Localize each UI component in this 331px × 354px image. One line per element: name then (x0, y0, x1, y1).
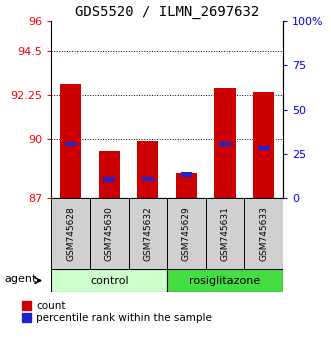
Bar (214, 88, 236, 198)
Bar (142, 177, 154, 181)
Bar (167, 198, 206, 269)
Bar (99, 151, 120, 198)
Legend: count, percentile rank within the sample: count, percentile rank within the sample (22, 301, 212, 324)
Text: GSM745630: GSM745630 (105, 206, 114, 261)
Bar (65, 142, 76, 147)
Title: GDS5520 / ILMN_2697632: GDS5520 / ILMN_2697632 (75, 5, 259, 19)
Bar (103, 177, 115, 182)
Text: GSM745629: GSM745629 (182, 206, 191, 261)
Text: GSM745632: GSM745632 (143, 206, 152, 261)
Bar (51, 269, 167, 292)
Bar (253, 92, 274, 198)
Bar (181, 172, 192, 177)
Bar (167, 269, 283, 292)
Bar (137, 141, 159, 198)
Text: GSM745628: GSM745628 (66, 206, 75, 261)
Text: GSM745631: GSM745631 (220, 206, 230, 261)
Bar (258, 145, 269, 150)
Bar (90, 198, 128, 269)
Bar (60, 84, 81, 198)
Bar (51, 198, 90, 269)
Bar (176, 173, 197, 198)
Text: agent: agent (4, 274, 36, 284)
Bar (128, 198, 167, 269)
Bar (219, 142, 231, 147)
Text: rosiglitazone: rosiglitazone (189, 275, 261, 286)
Text: control: control (90, 275, 128, 286)
Bar (206, 198, 244, 269)
Text: GSM745633: GSM745633 (259, 206, 268, 261)
Bar (244, 198, 283, 269)
